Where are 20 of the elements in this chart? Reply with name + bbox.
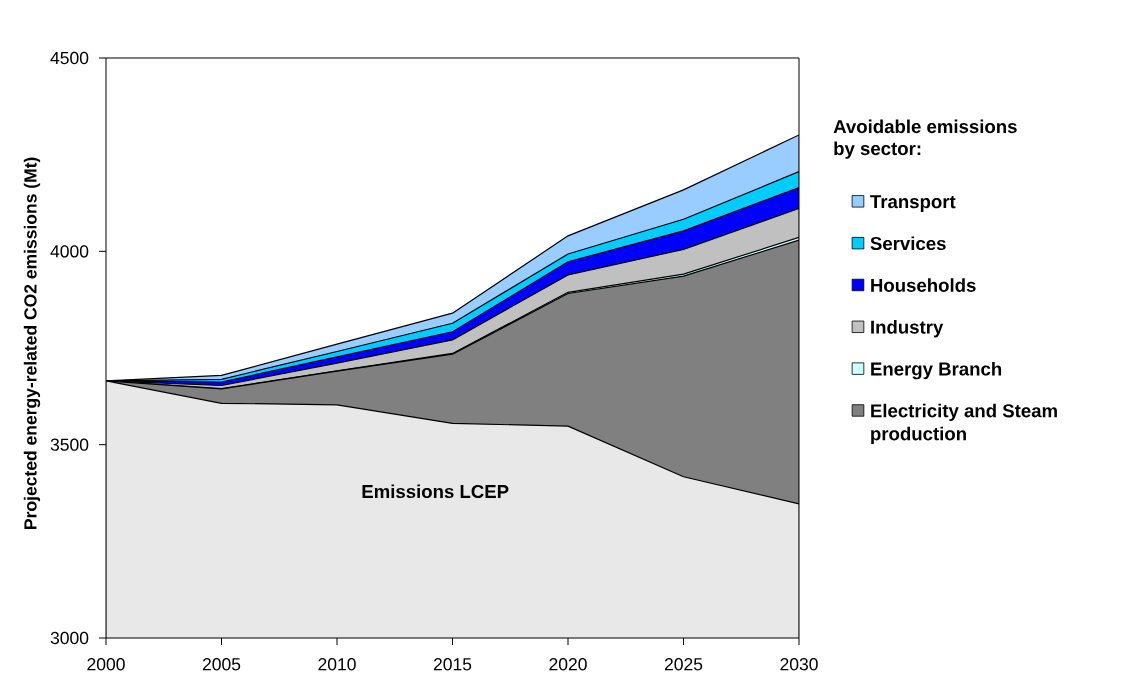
x-tick-label: 2025 (664, 658, 703, 671)
y-tick-label: 3000 (50, 631, 89, 645)
legend-label: Transport (870, 195, 956, 212)
legend-label: Services (870, 236, 946, 251)
y-tick-label: 3500 (50, 438, 89, 451)
legend-label: Households (871, 278, 976, 292)
y-tick-label: 4000 (50, 245, 89, 258)
x-tick-label: 2005 (202, 658, 241, 671)
x-tick-label: 2015 (433, 658, 472, 671)
y-axis-title: Projected energy-related CO2 emissions (Mt) (23, 157, 41, 529)
legend-label: Industry (871, 320, 944, 338)
legend-label: Energy Branch (871, 361, 1002, 380)
x-tick-label: 2030 (780, 658, 818, 671)
legend-label: Electricity and Steam production (871, 403, 1057, 445)
x-tick-label: 2010 (318, 658, 356, 671)
legend-title: Avoidable emissions by sector: (833, 119, 1017, 159)
series-label: Emissions LCEP (362, 484, 509, 499)
y-tick-label: 4500 (50, 51, 89, 65)
x-tick-label: 2020 (549, 658, 587, 671)
x-tick-label: 2000 (87, 658, 125, 671)
